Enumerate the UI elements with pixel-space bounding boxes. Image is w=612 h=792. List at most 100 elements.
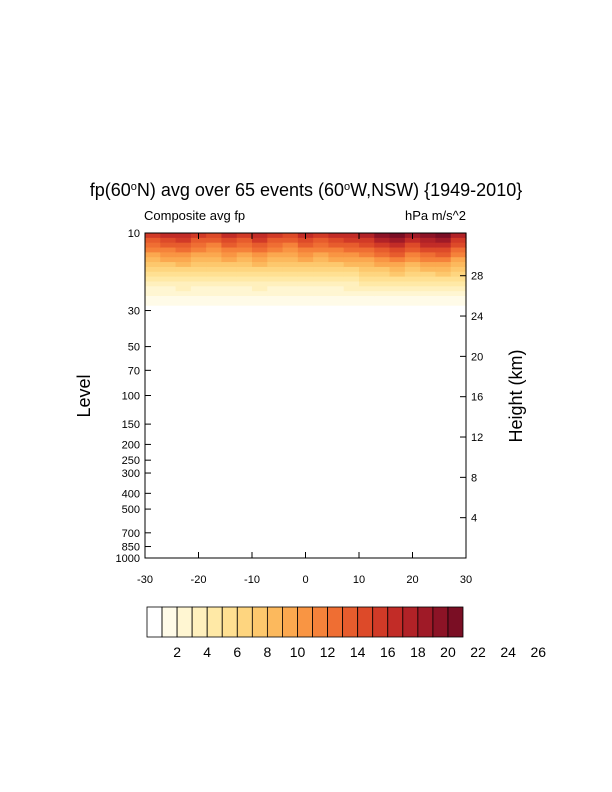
y-right-tick-label: 28 (471, 271, 483, 283)
heatmap-cell (236, 281, 253, 287)
x-tick-label: 20 (406, 574, 418, 586)
heatmap-cell (175, 237, 192, 244)
heatmap-cell (282, 247, 299, 253)
heatmap-cell (359, 257, 375, 263)
heatmap-cell (160, 300, 177, 307)
heatmap-cell (359, 291, 375, 297)
heatmap-cell (282, 305, 299, 312)
heatmap-cell (343, 242, 360, 249)
heatmap-cell (343, 247, 360, 253)
heatmap-cell (404, 281, 421, 287)
heatmap-cell (389, 257, 406, 263)
heatmap-cell (374, 295, 391, 302)
heatmap-cell (389, 242, 406, 249)
heatmap-cell (313, 305, 330, 312)
colorbar-label: 6 (233, 644, 241, 660)
heatmap-cell (435, 300, 452, 307)
colorbar-box (282, 606, 298, 638)
heatmap-cell (145, 276, 161, 283)
heatmap-cell (389, 252, 406, 258)
heatmap-cell (206, 252, 223, 258)
heatmap-cell (252, 271, 268, 278)
heatmap-cell (450, 271, 467, 278)
heatmap-cell (450, 276, 467, 283)
heatmap-cell (328, 295, 345, 302)
heatmap-cell (160, 233, 177, 239)
heatmap-cell (343, 295, 360, 302)
heatmap-cell (190, 291, 207, 297)
heatmap-cell (420, 300, 437, 307)
heatmap-cell (389, 305, 406, 312)
y-tick-label: 200 (122, 439, 140, 451)
heatmap-cell (313, 286, 330, 292)
heatmap-cell (145, 266, 161, 273)
x-tick-label: 30 (460, 574, 472, 586)
heatmap-cell (190, 262, 207, 268)
heatmap-cell (328, 242, 345, 249)
colorbar-label: 4 (203, 644, 211, 660)
y-tick-label: 250 (122, 455, 140, 467)
heatmap-cell (190, 247, 207, 253)
heatmap-cell (450, 300, 467, 307)
heatmap-cell (404, 242, 421, 249)
heatmap-cell (175, 252, 192, 258)
heatmap-cell (282, 286, 299, 292)
colorbar-label: 10 (290, 644, 306, 660)
heatmap-cell (236, 242, 253, 249)
heatmap-cell (190, 257, 207, 263)
colorbar-label: 16 (380, 644, 396, 660)
colorbar-box (327, 606, 344, 638)
heatmap-cell (282, 276, 299, 283)
heatmap-cell (221, 295, 238, 302)
heatmap-cell (236, 291, 253, 297)
colorbar-box (357, 606, 374, 638)
heatmap-cell (435, 242, 452, 249)
heatmap-cell (236, 300, 253, 307)
heatmap-cell (404, 257, 421, 263)
heatmap-cell (435, 257, 452, 263)
heatmap-cell (206, 286, 223, 292)
heatmap-cell (175, 281, 192, 287)
heatmap-cell (328, 286, 345, 292)
heatmap-cell (252, 276, 268, 283)
y-tick-label: 70 (128, 365, 140, 377)
plot-area (144, 232, 467, 559)
heatmap-cell (328, 233, 345, 239)
heatmap-cell (221, 233, 238, 239)
heatmap-cell (420, 266, 437, 273)
heatmap-cell (160, 291, 177, 297)
heatmap-cell (343, 257, 360, 263)
heatmap-cell (420, 305, 437, 312)
heatmap-cell (404, 266, 421, 273)
heatmap-cell (160, 262, 177, 268)
heatmap-cell (297, 271, 314, 278)
heatmap-cell (374, 262, 391, 268)
heatmap-cell (435, 286, 452, 292)
heatmap-cell (374, 252, 391, 258)
heatmap-cell (267, 286, 284, 292)
heatmap-cell (374, 281, 391, 287)
heatmap-cell (359, 281, 375, 287)
heatmap-cell (206, 233, 223, 239)
heatmap-cell (145, 300, 161, 307)
heatmap-cell (374, 247, 391, 253)
heatmap-cell (160, 286, 177, 292)
heatmap-cell (359, 276, 375, 283)
heatmap-cell (236, 257, 253, 263)
heatmap-cell (313, 247, 330, 253)
heatmap-cell (297, 252, 314, 258)
heatmap-cell (221, 276, 238, 283)
y-tick-label: 1000 (116, 553, 140, 565)
heatmap-cell (404, 237, 421, 244)
heatmap-cell (252, 242, 268, 249)
heatmap-cell (282, 291, 299, 297)
colorbar-box (342, 606, 359, 638)
heatmap-cell (236, 247, 253, 253)
heatmap-cell (221, 257, 238, 263)
heatmap-cell (297, 300, 314, 307)
heatmap-cell (328, 291, 345, 297)
heatmap-cell (297, 262, 314, 268)
heatmap-cell (206, 291, 223, 297)
heatmap-cell (206, 237, 223, 244)
heatmap-cell (175, 286, 192, 292)
